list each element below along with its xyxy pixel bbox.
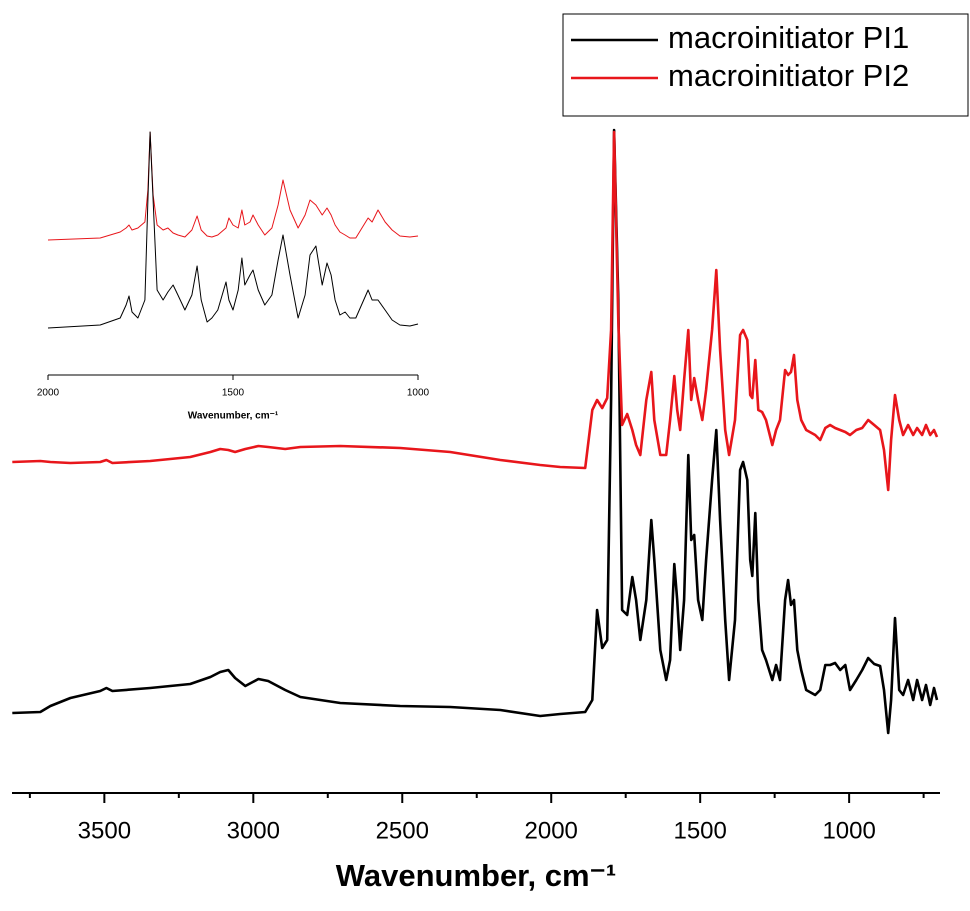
x-tick-label: 2000: [37, 388, 60, 399]
x-axis-label: Wavenumber, cm⁻¹: [188, 411, 279, 422]
x-tick-label: 1000: [407, 388, 430, 399]
x-tick-label: 3000: [227, 817, 280, 844]
x-tick-label: 1000: [822, 817, 875, 844]
legend-box: [562, 13, 969, 117]
x-tick-label: 1500: [673, 817, 726, 844]
spectrum-line: [12, 128, 939, 735]
spectrum-line: [12, 130, 939, 492]
spectrum-line: [47, 131, 419, 329]
legend-label: macroinitiator PI1: [668, 20, 909, 55]
x-tick-label: 2500: [376, 817, 429, 844]
x-tick-label: 1500: [222, 388, 245, 399]
x-tick-label: 2000: [525, 817, 578, 844]
x-axis-label: Wavenumber, cm⁻¹: [336, 858, 617, 893]
x-tick-label: 3500: [78, 817, 131, 844]
spectrum-line: [47, 131, 419, 241]
legend-label: macroinitiator PI2: [668, 58, 909, 93]
